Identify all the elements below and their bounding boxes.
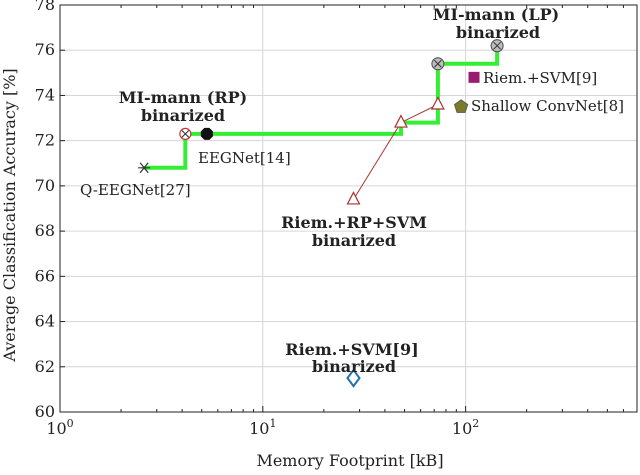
mi-mann-lp-title: MI-mann (LP) <box>433 5 559 24</box>
y-tick-label: 60 <box>35 402 55 421</box>
y-tick-label: 74 <box>35 85 55 104</box>
riem-svm-binarized-title: Riem.+SVM[9] <box>285 340 418 359</box>
riem-svm-binarized-subtitle: binarized <box>312 357 396 376</box>
plot-frame <box>59 4 638 413</box>
mi-mann-lp-subtitle: binarized <box>456 23 540 42</box>
y-tick-label: 78 <box>35 0 55 14</box>
y-tick-label: 76 <box>35 40 55 59</box>
marker-riem-rp-3 <box>430 96 445 110</box>
mi-mann-rp-title: MI-mann (RP) <box>119 88 247 107</box>
riem-rp-svm-subtitle: binarized <box>312 231 396 250</box>
y-tick-label: 68 <box>35 221 55 240</box>
marker-riem-rp-1 <box>346 191 361 205</box>
y-tick-label: 72 <box>35 131 55 150</box>
data-markers <box>138 39 504 388</box>
marker-mi-mann-rp <box>179 127 192 140</box>
y-axis-label: Average Classification Accuracy [%] <box>0 68 19 362</box>
riem-rp-svm-title: Riem.+RP+SVM <box>281 213 427 232</box>
riem-svm-label: Riem.+SVM[9] <box>483 69 597 87</box>
x-tick-label: 102 <box>452 417 479 438</box>
y-tick-label: 62 <box>35 357 55 376</box>
marker-cross <box>181 129 190 138</box>
marker-cross <box>434 59 442 68</box>
mi-mann-rp-subtitle: binarized <box>141 106 225 125</box>
marker-cross <box>493 41 501 50</box>
y-tick-label: 70 <box>35 176 55 195</box>
shallow-convnet-label: Shallow ConvNet[8] <box>471 97 624 115</box>
eegnet-label: EEGNet[14] <box>198 149 291 167</box>
marker-mi-mann-lp-1 <box>431 57 445 71</box>
riem-rp-svm-line <box>353 104 439 200</box>
marker-mi-mann-lp-2 <box>490 39 504 53</box>
marker-shallow-convnet-8 <box>453 99 469 113</box>
x-axis-label: Memory Footprint [kB] <box>256 451 443 470</box>
marker-q-eegnet-27 <box>138 162 151 174</box>
x-tick-label: 101 <box>249 417 276 438</box>
marker-eegnet-14 <box>200 127 213 140</box>
marker-riem-svm-9 <box>468 71 480 83</box>
marker-riem-svm-9-binarized <box>346 368 361 388</box>
q-eegnet-label: Q-EEGNet[27] <box>80 181 191 199</box>
y-tick-label: 66 <box>35 266 55 285</box>
y-tick-label: 64 <box>35 312 55 331</box>
x-tick-label: 100 <box>46 417 73 438</box>
marker-riem-rp-2 <box>393 114 408 128</box>
axis-ticks: 60 62 64 66 68 70 72 74 76 78 100 101 102 <box>35 0 638 438</box>
